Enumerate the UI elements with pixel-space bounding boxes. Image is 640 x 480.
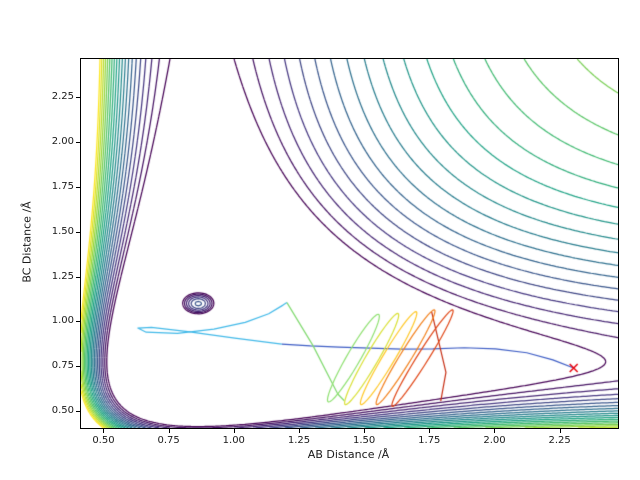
y-tick-mark: [76, 366, 80, 368]
x-tick-label: 1.25: [287, 435, 311, 446]
y-tick-mark: [76, 276, 80, 278]
y-tick-label: 1.25: [51, 270, 74, 282]
x-tick-label: 1.00: [222, 435, 245, 446]
x-tick-label: 2.25: [548, 435, 571, 446]
x-tick-label: 0.75: [157, 435, 180, 446]
x-tick-mark: [559, 429, 561, 433]
y-tick-label: 2.00: [51, 136, 74, 148]
y-tick-label: 1.50: [51, 225, 74, 237]
y-tick-label: 0.75: [51, 360, 74, 372]
y-tick-mark: [76, 186, 80, 188]
y-tick-label: 1.00: [51, 315, 74, 327]
x-tick-mark: [298, 429, 300, 433]
y-tick-mark: [76, 97, 80, 99]
y-tick-mark: [76, 231, 80, 233]
x-tick-mark: [103, 429, 105, 433]
x-axis-label: AB Distance /Å: [307, 448, 390, 461]
x-tick-mark: [168, 429, 170, 433]
y-tick-label: 1.75: [51, 180, 74, 192]
x-tick-label: 1.50: [353, 435, 376, 446]
y-tick-mark: [76, 321, 80, 323]
x-tick-mark: [233, 429, 235, 433]
x-tick-mark: [494, 429, 496, 433]
y-axis-label: BC Distance /Å: [20, 201, 34, 283]
x-tick-mark: [429, 429, 431, 433]
x-tick-label: 2.00: [483, 435, 506, 446]
x-tick-mark: [364, 429, 366, 433]
y-tick-label: 2.25: [51, 91, 74, 103]
plot-area: [80, 58, 619, 429]
y-tick-label: 0.50: [51, 404, 74, 416]
y-tick-mark: [76, 142, 80, 144]
x-tick-label: 1.75: [418, 435, 441, 446]
x-tick-label: 0.50: [92, 435, 115, 446]
y-tick-mark: [76, 410, 80, 412]
contour-plot-canvas: [81, 59, 618, 428]
